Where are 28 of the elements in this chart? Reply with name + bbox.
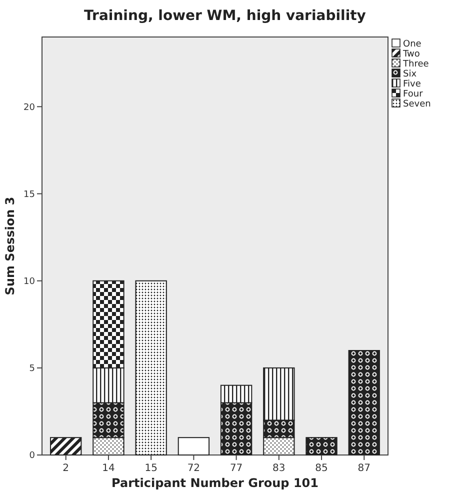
x-tick-label: 15	[144, 463, 158, 474]
y-tick-label: 20	[24, 102, 36, 113]
x-tick-label: 83	[272, 463, 286, 474]
bar	[348, 350, 380, 456]
legend-label: Seven	[403, 100, 431, 110]
bar	[135, 280, 167, 456]
chart-title: Training, lower WM, high variability	[84, 8, 366, 24]
x-tick-label: 14	[102, 463, 115, 474]
y-axis-title: Sum Session 3	[3, 196, 17, 296]
x-tick-label: 77	[230, 463, 243, 474]
bar	[306, 437, 338, 456]
x-axis-title: Participant Number Group 101	[112, 476, 318, 490]
x-tick-label: 2	[62, 463, 70, 474]
bar	[50, 437, 82, 456]
x-tick-label: 87	[358, 463, 371, 474]
y-tick-label: 15	[24, 190, 35, 200]
legend-label: Three	[402, 60, 430, 70]
legend-label: Five	[403, 80, 422, 90]
x-tick-label: 72	[187, 463, 200, 474]
y-tick-label: 0	[29, 451, 36, 462]
x-tick-label: 85	[315, 463, 328, 474]
legend-label: One	[403, 40, 422, 50]
y-tick-label: 5	[29, 364, 35, 374]
legend-label: Four	[403, 90, 424, 100]
bar	[178, 437, 210, 456]
legend-label: Two	[402, 50, 420, 60]
legend-label: Six	[403, 70, 418, 80]
y-tick-label: 10	[24, 276, 36, 287]
